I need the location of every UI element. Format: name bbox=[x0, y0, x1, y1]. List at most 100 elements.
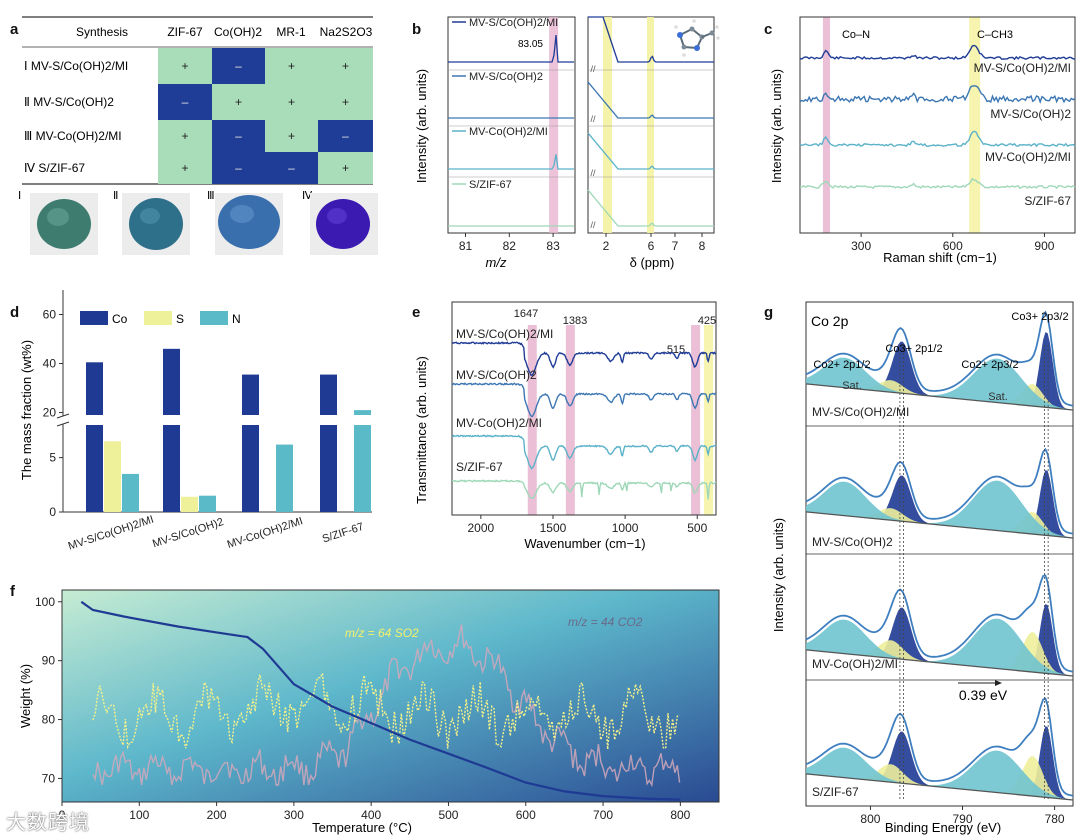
d-y-tick-label: 0 bbox=[49, 505, 56, 519]
table-cell-value: – bbox=[235, 161, 242, 175]
b-nmr-series-line bbox=[588, 16, 714, 63]
c-series-label: MV-S/Co(OH)2/MI bbox=[974, 61, 1071, 75]
synthesis-table: Synthesis ZIF-67 Co(OH)2 MR-1 Na2S2O3 Ⅰ … bbox=[18, 16, 378, 255]
photo-label-2: Ⅱ bbox=[113, 190, 118, 202]
table-cell bbox=[212, 120, 265, 152]
photo-label-3: Ⅲ bbox=[207, 190, 215, 202]
g-envelope-line bbox=[805, 574, 1074, 673]
b-legend-label: MV-Co(OH)2/MI bbox=[469, 126, 548, 138]
table-cell bbox=[158, 84, 212, 120]
table-cell-value: + bbox=[288, 59, 295, 73]
panel-label-f: f bbox=[10, 583, 16, 600]
e-tick-label: 2000 bbox=[468, 521, 495, 535]
table-cell-value: – bbox=[182, 95, 189, 109]
c-series-line bbox=[799, 44, 1076, 61]
table-cell bbox=[265, 152, 318, 184]
c-tick-label: 600 bbox=[943, 239, 963, 253]
g-background-line bbox=[805, 383, 1074, 411]
sample-photo-2 bbox=[129, 198, 183, 250]
sample-photos: Ⅰ Ⅱ Ⅲ Ⅳ bbox=[18, 190, 378, 255]
sample-photo-4 bbox=[316, 199, 370, 249]
d-bar-s bbox=[181, 496, 198, 512]
f-axes-frame bbox=[61, 589, 720, 803]
legend-label-s: S bbox=[176, 312, 184, 326]
g-label-co2-2p12: Co2+ 2p1/2 bbox=[813, 359, 870, 371]
g-component-peak bbox=[806, 750, 1073, 800]
table-cell bbox=[265, 120, 318, 152]
panel-label-g: g bbox=[764, 304, 773, 321]
e-band-label: 1647 bbox=[514, 308, 538, 320]
c-series-label: S/ZIF-67 bbox=[1024, 194, 1071, 208]
g-component-peak bbox=[806, 619, 1073, 676]
b-ms-series-line bbox=[448, 154, 574, 170]
panel-f-tga: Weight (%) 0 100 200 300 400 500 600 700 800 70 80… bbox=[18, 589, 720, 835]
b-right-tick-label: 6 bbox=[648, 239, 655, 253]
g-component-peak bbox=[806, 358, 1073, 410]
b-axes-frame bbox=[447, 16, 576, 234]
table-cell-value: + bbox=[181, 161, 188, 175]
g-tick-label: 780 bbox=[1045, 812, 1065, 826]
panel-c-raman: Intensity (arb. units) MV-S/Co(OH)2/MI MV… bbox=[769, 16, 1076, 265]
e-series-line bbox=[451, 382, 717, 418]
table-cell-value: + bbox=[342, 161, 349, 175]
table-cell bbox=[158, 48, 212, 84]
b-nmr-series-line bbox=[587, 81, 714, 119]
table-cell bbox=[212, 84, 265, 120]
b-nmr-highlight-2 bbox=[647, 17, 654, 233]
ms-label-so2: m/z = 64 SO2 bbox=[345, 626, 419, 640]
b-peak-label: 83.05 bbox=[518, 39, 543, 50]
table-header-na2s2o3: Na2S2O3 bbox=[320, 25, 373, 39]
f-co2-ms-line bbox=[92, 624, 681, 788]
b-nmr-series-line bbox=[587, 189, 714, 227]
table-cell bbox=[212, 152, 265, 184]
b-left-xlabel: m/z bbox=[486, 255, 507, 270]
table-cell-value: – bbox=[235, 59, 242, 73]
table-cell bbox=[318, 120, 373, 152]
f-x-tick-label: 600 bbox=[516, 808, 536, 822]
table-cell bbox=[158, 120, 212, 152]
b-right-tick-label: 7 bbox=[672, 239, 679, 253]
imidazole-molecule-icon bbox=[674, 19, 720, 57]
g-series-label: MV-Co(OH)2/MI bbox=[812, 657, 898, 671]
d-bar-n bbox=[354, 410, 371, 415]
f-y-tick-label: 80 bbox=[42, 713, 56, 727]
d-bar-co bbox=[320, 374, 337, 415]
d-axis-break-mark bbox=[56, 421, 70, 427]
e-band bbox=[565, 325, 575, 515]
panel-e-ftir: Transmittance (arb. units) 1647138351542… bbox=[414, 301, 717, 551]
table-cell-value: + bbox=[342, 59, 349, 73]
f-x-tick-label: 300 bbox=[284, 808, 304, 822]
c-xlabel: Raman shift (cm−1) bbox=[883, 250, 997, 265]
panel-label-e: e bbox=[412, 304, 420, 321]
e-band-label: 425 bbox=[698, 315, 716, 327]
d-category-label: MV-Co(OH)2/MI bbox=[226, 515, 305, 551]
b-legend-label: MV-S/Co(OH)2 bbox=[469, 71, 543, 83]
d-bar-co-lower bbox=[86, 425, 103, 512]
g-envelope-line bbox=[805, 697, 1074, 797]
panel-label-d: d bbox=[10, 304, 19, 321]
e-tick-label: 1500 bbox=[540, 521, 567, 535]
c-band-con bbox=[822, 17, 830, 233]
b-ms-highlight bbox=[549, 17, 559, 233]
b-left-tick-label: 81 bbox=[459, 239, 473, 253]
g-xlabel: Binding Energy (eV) bbox=[885, 820, 1001, 835]
f-x-tick-label: 100 bbox=[129, 808, 149, 822]
f-tga-line bbox=[80, 600, 681, 801]
d-bar-n-lower bbox=[354, 425, 371, 512]
d-bar-n bbox=[122, 473, 139, 512]
g-title: Co 2p bbox=[811, 313, 849, 329]
f-y-tick-label: 70 bbox=[42, 771, 56, 785]
c-series-label: MV-Co(OH)2/MI bbox=[985, 150, 1071, 164]
b-ms-series-line bbox=[448, 35, 574, 63]
b-right-tick-label: 8 bbox=[699, 239, 706, 253]
table-cell-value: + bbox=[235, 95, 242, 109]
panel-label-b: b bbox=[412, 21, 421, 38]
sample-photo-3 bbox=[218, 195, 280, 249]
g-background-line bbox=[805, 773, 1074, 801]
f-x-tick-label: 200 bbox=[207, 808, 227, 822]
g-component-peak bbox=[806, 480, 1073, 538]
b-left-tick-label: 82 bbox=[503, 239, 517, 253]
g-label-co3-2p12: Co3+ 2p1/2 bbox=[885, 343, 942, 355]
e-series-label: MV-Co(OH)2/MI bbox=[456, 416, 542, 430]
